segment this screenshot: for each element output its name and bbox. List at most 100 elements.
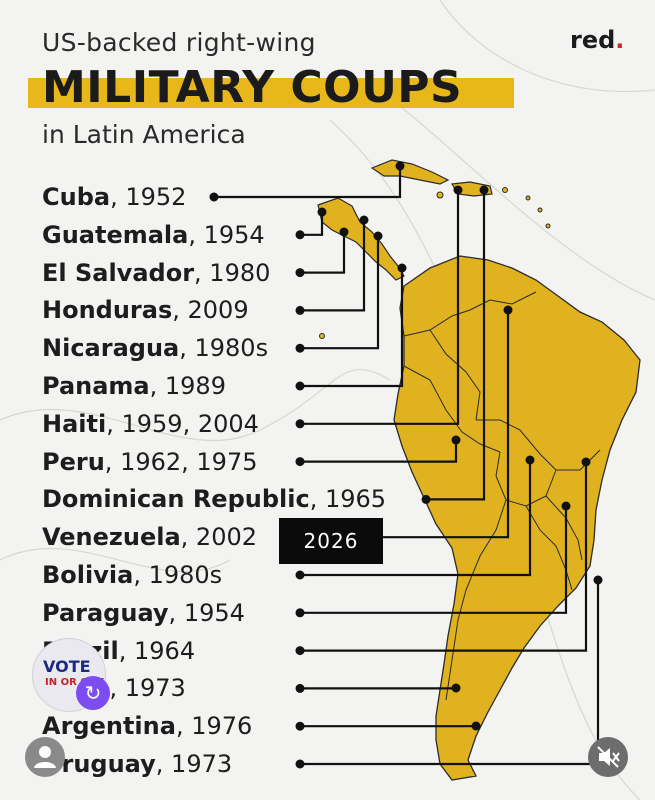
coup-country: Dominican Republic xyxy=(42,485,310,514)
coup-years: 1964 xyxy=(134,636,196,665)
connector-end-dot xyxy=(561,501,571,511)
connector-end-dot xyxy=(453,185,463,195)
connector-start-dot xyxy=(295,721,305,731)
coup-list-item: Guatemala, 1954 xyxy=(42,220,265,249)
coup-years: 1962, 1975 xyxy=(120,447,258,476)
coup-list-item: Honduras, 2009 xyxy=(42,296,249,325)
connector-start-dot xyxy=(295,268,305,278)
connector-line xyxy=(300,462,588,652)
user-icon xyxy=(34,746,56,768)
connector-end-dot xyxy=(451,683,461,693)
connector-start-dot xyxy=(295,570,305,580)
title-highlight-bar xyxy=(28,78,514,108)
vote-badge-line2: IN OR OUT xyxy=(45,677,104,688)
connector-end-dot xyxy=(525,455,535,465)
mute-toggle-button[interactable] xyxy=(588,737,628,777)
coup-years: 1959, 2004 xyxy=(121,409,259,438)
coup-country: El Salvador xyxy=(42,258,195,287)
connector-line xyxy=(300,212,324,236)
connector-start-dot xyxy=(209,192,219,202)
coup-country: Bolivia xyxy=(42,561,134,589)
connector-line xyxy=(300,190,460,425)
coup-list-item: Paraguay, 1954 xyxy=(42,598,245,627)
connector-end-dot xyxy=(395,161,405,171)
coup-list-item: Venezuela, 2002 xyxy=(42,523,257,552)
profile-avatar-button[interactable] xyxy=(25,737,65,777)
coup-list-item: El Salvador, 1980 xyxy=(42,258,271,287)
coup-years: 1954 xyxy=(183,598,245,627)
connector-end-dot xyxy=(581,457,591,467)
coup-list-item: Haiti, 1959, 2004 xyxy=(42,409,259,438)
connector-line xyxy=(300,506,568,614)
title-top: US-backed right-wing xyxy=(42,28,316,57)
connector-start-dot xyxy=(295,381,305,391)
coup-list-item: Dominican Republic, 1965 xyxy=(42,485,387,514)
connector-line xyxy=(426,190,486,501)
coup-years: 1976 xyxy=(191,712,253,741)
connector-start-dot xyxy=(295,759,305,769)
connector-end-dot xyxy=(503,305,513,315)
repost-icon: ↻ xyxy=(84,681,102,705)
vote-badge-line1: VOTE xyxy=(43,657,91,676)
coup-country: Honduras xyxy=(42,296,173,325)
connector-start-dot xyxy=(295,646,305,656)
connector-end-dot xyxy=(451,435,461,445)
coup-country: Haiti xyxy=(42,409,107,438)
connector-start-dot xyxy=(295,419,305,429)
coup-country: Argentina xyxy=(42,712,176,741)
coup-years: 1954 xyxy=(203,220,265,249)
coup-country: Cuba xyxy=(42,183,111,211)
coup-years: 1973 xyxy=(124,674,186,703)
title-sub: in Latin America xyxy=(42,120,246,149)
coup-years: 1973 xyxy=(171,750,233,778)
speaker-muted-icon xyxy=(597,746,620,768)
connector-line xyxy=(300,268,404,388)
connector-start-dot xyxy=(295,683,305,693)
year-overlay-tag: 2026 xyxy=(279,518,383,564)
repost-button[interactable]: ↻ xyxy=(76,676,110,710)
brand-logo: red. xyxy=(570,26,624,54)
coup-years: 1980s xyxy=(148,561,223,589)
coup-list-item: Peru, 1962, 1975 xyxy=(42,447,258,476)
connector-end-dot xyxy=(471,721,481,731)
coup-country: Paraguay xyxy=(42,598,169,627)
connector-start-dot xyxy=(295,305,305,315)
coup-country: Venezuela xyxy=(42,523,181,552)
coup-years: 1989 xyxy=(164,372,226,400)
central-america-shape xyxy=(317,197,405,281)
connector-start-dot xyxy=(295,343,305,353)
connector-end-dot xyxy=(593,575,603,585)
coup-years: 1952 xyxy=(125,183,187,211)
coup-list-item: Uruguay, 1973 xyxy=(42,750,233,778)
logo-text: red xyxy=(570,26,616,54)
coup-country: Panama xyxy=(42,372,150,400)
connector-line xyxy=(372,310,510,539)
coup-list-item: Panama, 1989 xyxy=(42,372,226,400)
connector-start-dot xyxy=(421,494,431,504)
coup-country: Peru xyxy=(42,447,105,476)
connector-end-dot xyxy=(479,185,489,195)
coup-list-item: Bolivia, 1980s xyxy=(42,561,223,589)
connector-line xyxy=(300,440,458,463)
connector-start-dot xyxy=(295,230,305,240)
connector-line xyxy=(300,460,532,577)
coup-years: 1980 xyxy=(209,258,271,287)
coup-years: 2002 xyxy=(195,523,257,552)
connector-end-dot xyxy=(317,207,327,217)
connector-end-dot xyxy=(397,263,407,273)
connector-line xyxy=(300,232,346,274)
connector-line xyxy=(300,220,366,312)
coup-years: 1980s xyxy=(194,334,269,363)
coup-years: 1965 xyxy=(324,485,387,514)
coup-list-item: Argentina, 1976 xyxy=(42,712,253,741)
connector-end-dot xyxy=(373,231,383,241)
coup-list-item: Nicaragua, 1980s xyxy=(42,334,269,363)
connector-start-dot xyxy=(295,457,305,467)
connector-line xyxy=(300,236,380,350)
caribbean-islands xyxy=(319,187,551,339)
title-main: MILITARY COUPS xyxy=(42,62,463,113)
coup-country: Guatemala xyxy=(42,220,189,249)
coup-list-item: Cuba, 1952 xyxy=(42,183,187,211)
